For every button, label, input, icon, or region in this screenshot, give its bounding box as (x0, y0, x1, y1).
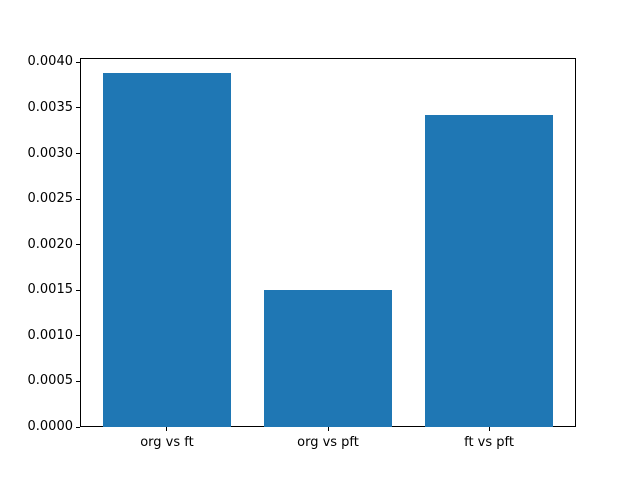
x-tick-label-org-vs-ft: org vs ft (140, 435, 194, 450)
y-tick-mark (76, 61, 80, 63)
y-tick-label: 0.0010 (27, 327, 74, 343)
y-tick-label: 0.0025 (27, 191, 74, 207)
y-tick-label: 0.0030 (27, 145, 74, 161)
y-tick-mark (76, 153, 80, 155)
y-tick-mark (76, 198, 80, 200)
bar-org-vs-pft (263, 290, 393, 427)
bar-ft-vs-pft (424, 115, 554, 427)
x-tick-mark (327, 427, 329, 431)
y-tick-mark (76, 244, 80, 246)
y-tick-mark (76, 289, 80, 291)
y-tick-mark (76, 107, 80, 109)
x-tick-mark (166, 427, 168, 431)
x-tick-label-org-vs-pft: org vs pft (297, 435, 359, 450)
y-tick-mark (76, 426, 80, 428)
x-tick-mark (488, 427, 490, 431)
y-tick-label: 0.0000 (27, 419, 74, 434)
y-tick-label: 0.0020 (27, 236, 74, 252)
y-tick-label: 0.0040 (27, 54, 74, 70)
y-tick-mark (76, 380, 80, 382)
y-tick-label: 0.0005 (27, 373, 74, 389)
bar-org-vs-ft (102, 73, 232, 427)
y-tick-label: 0.0015 (27, 282, 74, 298)
y-tick-mark (76, 335, 80, 337)
y-tick-label: 0.0035 (27, 99, 74, 115)
x-tick-label-ft-vs-pft: ft vs pft (464, 435, 514, 450)
